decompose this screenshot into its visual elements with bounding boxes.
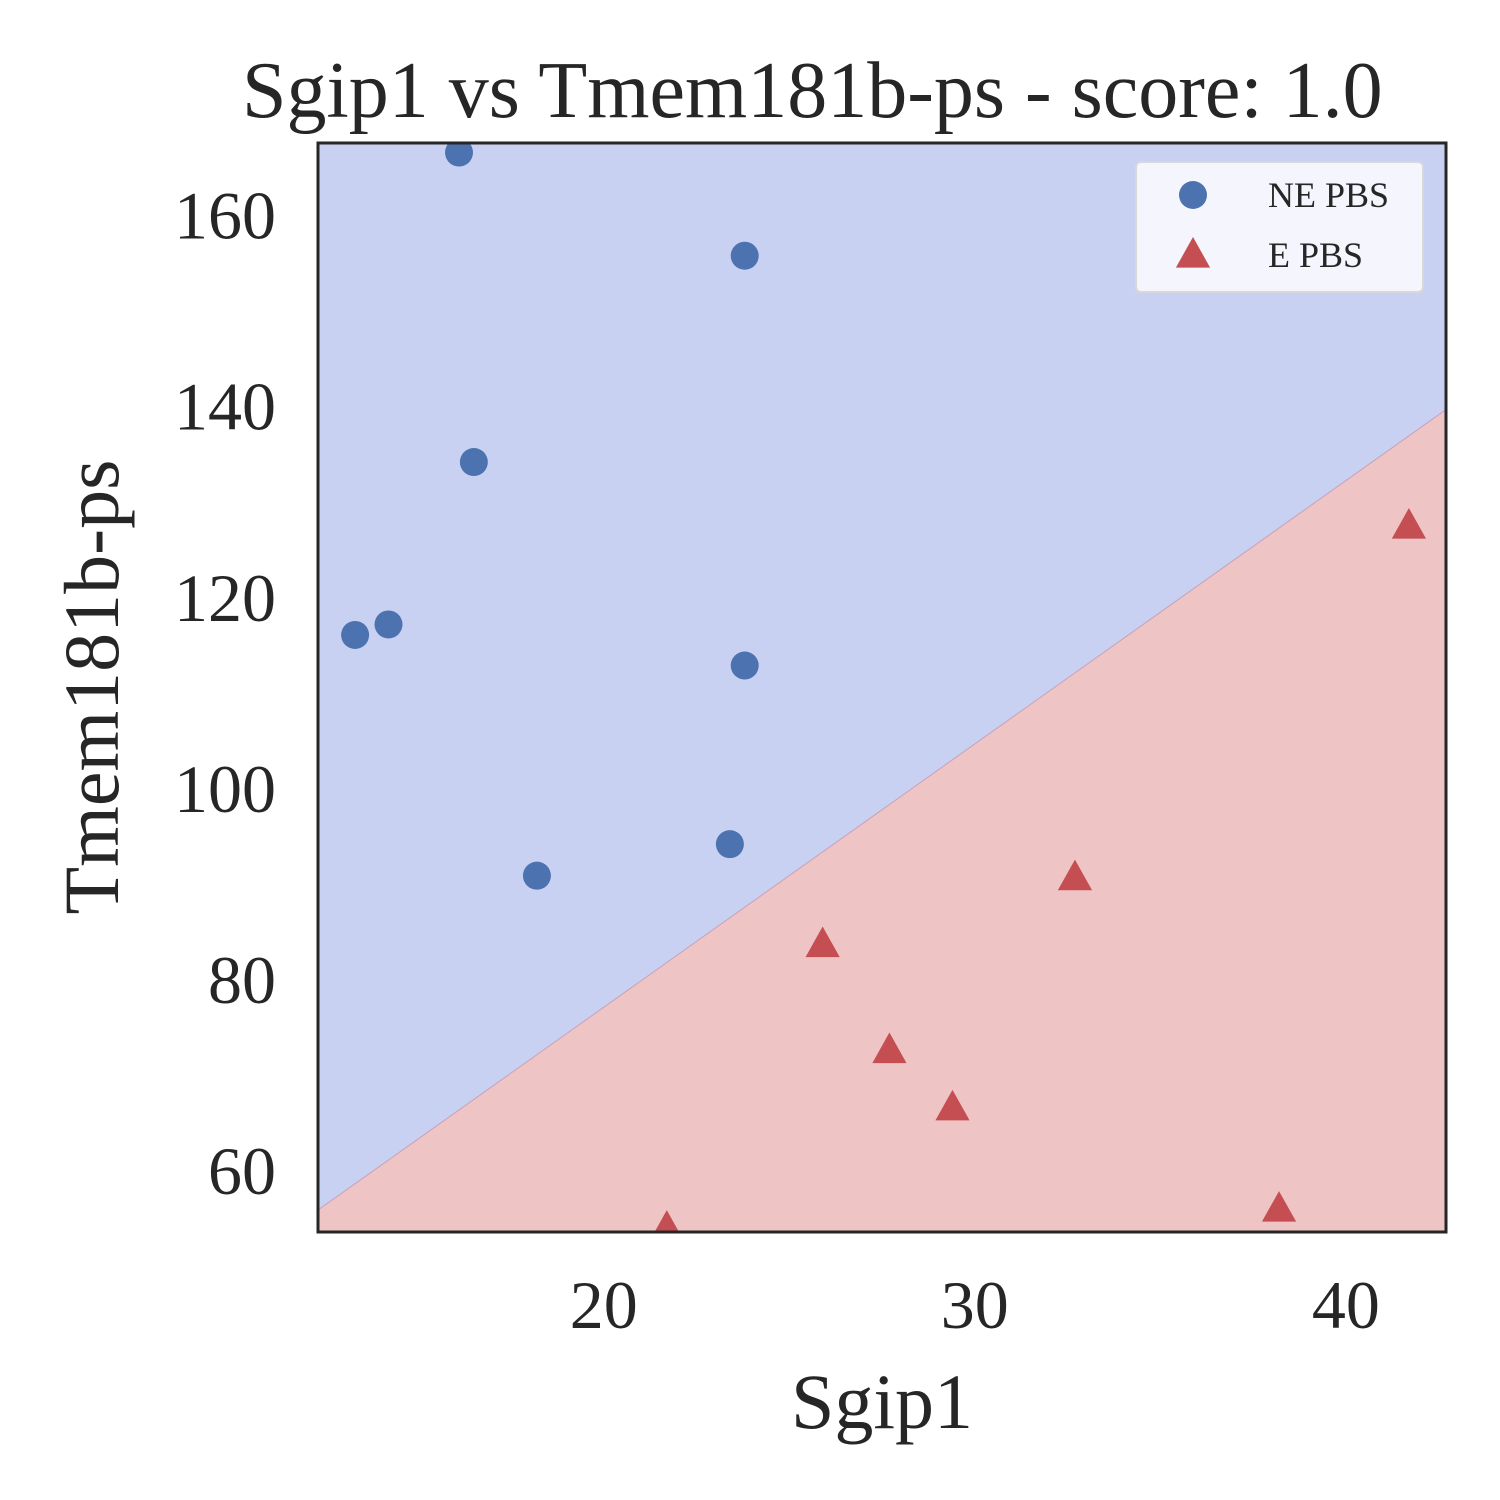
point-0-3 [341,620,370,649]
legend-label-1: E PBS [1268,235,1363,275]
point-0-6 [715,830,744,859]
point-1-6 [1261,1191,1297,1222]
x-axis-label: Sgip1 [791,1358,973,1445]
region-e-pbs [318,409,1446,1232]
legend: NE PBS E PBS [1135,161,1424,293]
y-axis-label: Tmem181b-ps [48,460,135,915]
x-tick-label-0: 20 [570,1267,638,1343]
point-1-5 [654,1210,679,1232]
region-ne-pbs [318,143,1446,1211]
plot-area [318,143,1446,1232]
x-axis-ticks: 20 30 40 [570,1267,1380,1343]
plot-frame [316,141,1448,1234]
point-1-1 [1057,859,1093,891]
point-1-2 [805,926,840,958]
decision-boundary-line [318,409,1446,1211]
point-0-0 [445,143,473,167]
data-markers [341,143,1426,1232]
chart-title: Sgip1 vs Tmem181b-ps - score: 1.0 [242,47,1383,135]
point-0-5 [730,651,759,680]
point-1-4 [935,1089,970,1121]
y-tick-label-2: 100 [174,751,276,827]
y-tick-label-4: 140 [174,369,276,445]
point-0-2 [459,448,488,477]
y-axis-ticks: 60 80 100 120 140 160 [174,178,276,1209]
point-0-4 [374,610,403,639]
x-tick-label-1: 30 [941,1267,1009,1343]
legend-marker-0 [1179,181,1207,209]
x-tick-label-2: 40 [1312,1267,1380,1343]
y-tick-label-1: 80 [208,942,276,1018]
point-0-1 [730,241,759,270]
point-1-0 [1391,508,1426,539]
legend-label-0: NE PBS [1268,175,1389,215]
y-tick-label-3: 120 [174,560,276,636]
point-1-3 [872,1032,907,1064]
legend-box [1135,161,1424,293]
y-tick-label-5: 160 [174,178,276,254]
y-tick-label-0: 60 [208,1133,276,1209]
point-0-7 [522,861,551,890]
legend-marker-1 [1175,237,1211,268]
